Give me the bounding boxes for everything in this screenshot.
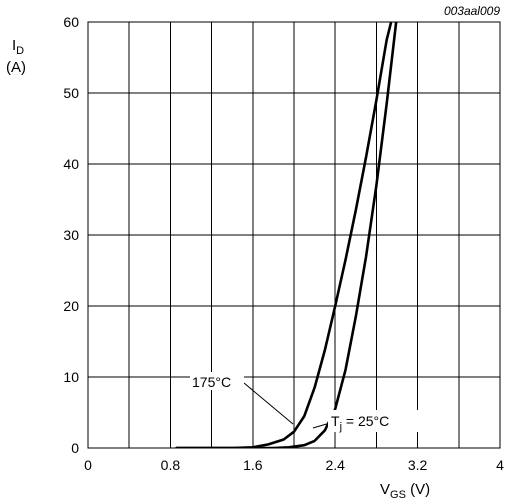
annotation-175c-leader bbox=[243, 382, 294, 425]
x-tick-label: 0 bbox=[84, 457, 92, 473]
series-line-tj-25c bbox=[175, 22, 398, 448]
annotation-tj-25c-leader bbox=[312, 422, 331, 429]
x-tick-label: 0.8 bbox=[161, 457, 181, 473]
y-tick-label: 0 bbox=[71, 440, 79, 456]
y-tick-label: 60 bbox=[63, 14, 79, 30]
y-tick-label: 30 bbox=[63, 227, 79, 243]
series-layer bbox=[175, 22, 398, 448]
grid bbox=[88, 22, 500, 448]
annotation-175c-label: 175°C bbox=[192, 374, 231, 390]
x-tick-label: 1.6 bbox=[243, 457, 263, 473]
svg-text:VGS (V): VGS (V) bbox=[380, 481, 430, 500]
x-tick-label: 3.2 bbox=[408, 457, 428, 473]
y-tick-label: 20 bbox=[63, 298, 79, 314]
svg-text:ID: ID bbox=[12, 37, 24, 57]
annotation-175c: 175°C bbox=[190, 372, 294, 425]
x-axis-title: VGS (V) bbox=[380, 481, 430, 500]
y-tick-label: 50 bbox=[63, 85, 79, 101]
y-tick-label: 40 bbox=[63, 156, 79, 172]
figure-id: 003aal009 bbox=[444, 4, 500, 18]
y-axis-title: ID (A) bbox=[6, 37, 26, 76]
x-tick-label: 4 bbox=[496, 457, 504, 473]
series-line-175c bbox=[175, 22, 393, 448]
y-axis-unit: (A) bbox=[6, 59, 26, 76]
x-tick-label: 2.4 bbox=[325, 457, 345, 473]
annotation-tj-25c: Tj = 25°C bbox=[312, 410, 424, 433]
plot-frame bbox=[87, 21, 501, 449]
annotation-tj-25c-label: Tj = 25°C bbox=[331, 413, 389, 433]
y-tick-label: 10 bbox=[63, 369, 79, 385]
